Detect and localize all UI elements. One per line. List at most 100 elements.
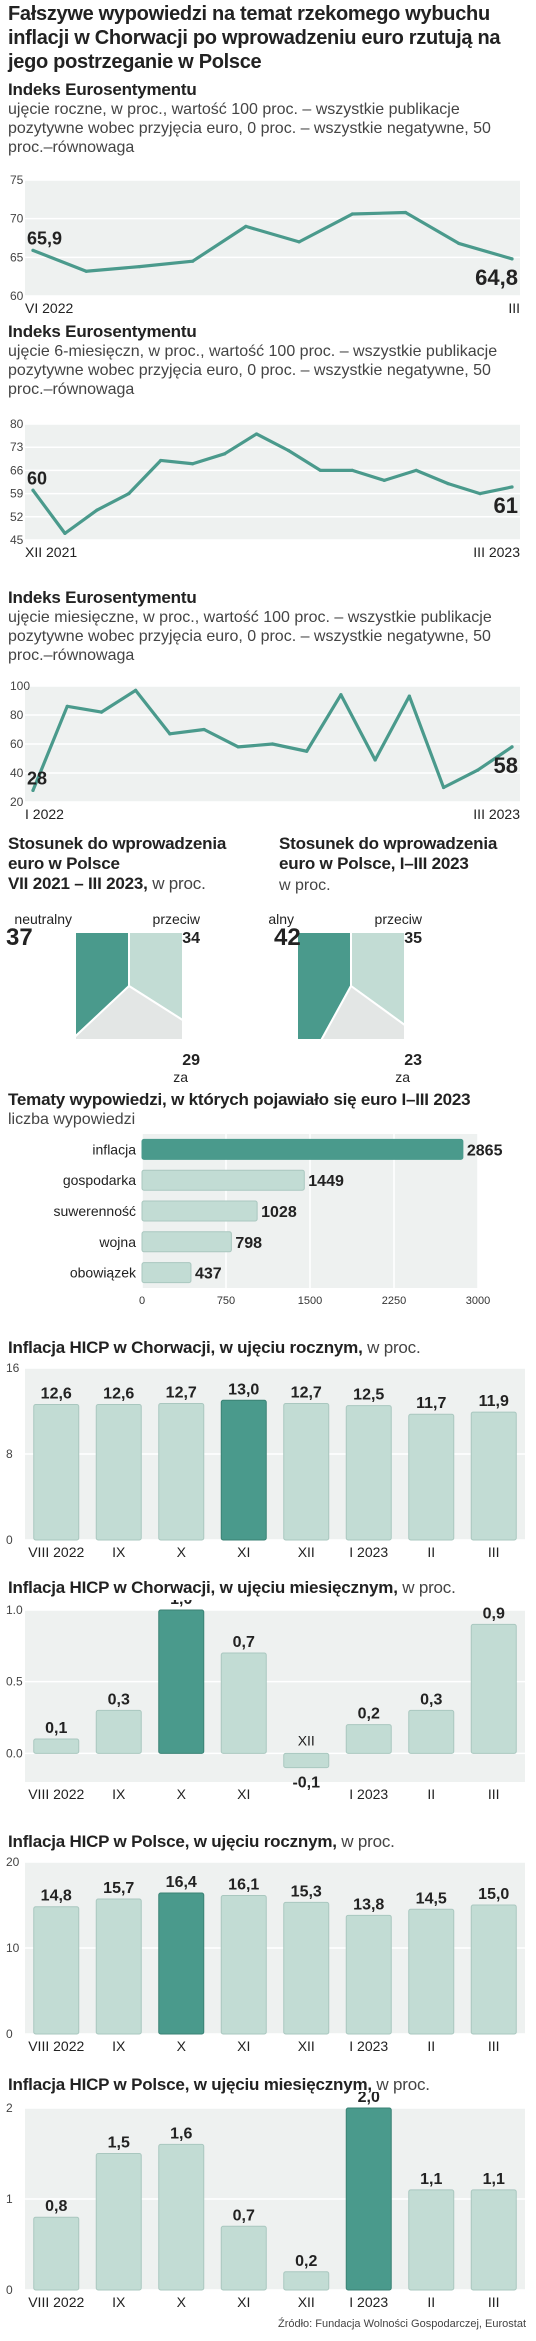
hbar-xtick-label: 1500 bbox=[298, 1295, 322, 1307]
c3-data-point bbox=[270, 742, 275, 746]
p2-value-neutral: 42 bbox=[274, 924, 301, 951]
b4-ytick-label: 2 bbox=[6, 2101, 13, 2115]
b2-bar bbox=[470, 1623, 517, 1754]
c1-plot-bg bbox=[25, 180, 520, 296]
p2-label-neutral: neutralny bbox=[268, 911, 294, 927]
hbar-bar bbox=[141, 1138, 464, 1160]
b4-ytick-label: 0 bbox=[6, 2283, 13, 2297]
c2-data-point bbox=[223, 452, 227, 456]
c2-data-point bbox=[159, 458, 163, 463]
b2-value-label: 0,2 bbox=[358, 1706, 380, 1723]
b2-bar bbox=[33, 1738, 80, 1754]
hbar-xtick-label: 0 bbox=[139, 1295, 145, 1307]
hbar-value-label: 1028 bbox=[261, 1204, 297, 1221]
c3-data-point bbox=[99, 710, 104, 714]
b1-bar bbox=[408, 1413, 455, 1541]
b3-value-label: 13,8 bbox=[353, 1896, 384, 1913]
b3-value-label: 15,3 bbox=[291, 1883, 322, 1900]
b1-bar bbox=[158, 1402, 205, 1541]
c1-first-value-label: 65,9 bbox=[27, 228, 62, 248]
b2-value-label: 0,3 bbox=[420, 1691, 442, 1708]
c2-ytick-label: 66 bbox=[10, 463, 24, 477]
c2-ytick-label: 73 bbox=[10, 440, 24, 454]
b2-bar bbox=[95, 1709, 142, 1754]
p1-value-neutral: 37 bbox=[6, 924, 33, 951]
c3-data-point bbox=[441, 785, 446, 790]
b3-category-label: XII bbox=[298, 2038, 315, 2054]
c2-data-point bbox=[318, 468, 322, 472]
bar3-hicp-poland-annual: 20 10 0 14,8 VIII 2022 15,7 IX 16,4 X 16,1 XI 15,3 X… bbox=[6, 1855, 525, 2054]
b2-category-label: XII bbox=[298, 1732, 315, 1748]
c3-data-point bbox=[339, 693, 343, 697]
b1-category-label: IX bbox=[112, 1544, 126, 1560]
b1-value-label: 12,7 bbox=[166, 1384, 197, 1401]
b1-category-label: III bbox=[488, 1544, 500, 1560]
b1-bar bbox=[345, 1405, 392, 1541]
b2-bar bbox=[220, 1652, 267, 1754]
chart2-eurosentiment-6m: 80 73 66 59 52 45 60 61 XII 2021 III 2023 bbox=[10, 417, 520, 560]
b1-ytick-label: 0 bbox=[6, 1533, 13, 1547]
b4-value-label: 1,6 bbox=[170, 2125, 192, 2142]
c2-data-point bbox=[510, 485, 514, 489]
b3-bar bbox=[220, 1895, 267, 2035]
c1-data-point bbox=[137, 265, 142, 269]
b1-category-label: I 2023 bbox=[349, 1544, 388, 1560]
hbar-topics-chart: 0 750 1500 2250 3000 inflacja 2865 gospodarka 14… bbox=[54, 1134, 503, 1307]
pie2-unit: w proc. bbox=[279, 877, 331, 894]
c1-data-point bbox=[84, 269, 88, 273]
c2-data-point bbox=[95, 508, 99, 512]
b1-ytick-label: 16 bbox=[6, 1361, 20, 1375]
c3-ytick-label: 100 bbox=[10, 679, 30, 693]
b2-category-label: II bbox=[427, 1786, 435, 1802]
chart2-title: Indeks Eurosentymentu bbox=[8, 322, 197, 341]
c2-data-point bbox=[350, 468, 354, 472]
b4-category-label: IX bbox=[112, 2294, 126, 2310]
hbar-category-label: gospodarka bbox=[63, 1172, 136, 1188]
b4-category-label: XII bbox=[298, 2294, 315, 2310]
b3-bar bbox=[345, 1914, 392, 2035]
b2-bar bbox=[345, 1724, 392, 1754]
b2-category-label: X bbox=[177, 1786, 187, 1802]
b3-category-label: X bbox=[177, 2038, 187, 2054]
b4-category-label: II bbox=[427, 2294, 435, 2310]
pie1-title: Stosunek do wprowadzenia euro w Polsce bbox=[8, 834, 227, 873]
c2-data-point bbox=[127, 492, 131, 496]
b4-value-label: 0,7 bbox=[233, 2207, 255, 2224]
b3-bar bbox=[33, 1906, 80, 2035]
source-note: Źródło: Fundacja Wolności Gospodarczej, … bbox=[277, 2318, 526, 2330]
pie2-title: Stosunek do wprowadzenia euro w Polsce, … bbox=[279, 834, 498, 873]
p1-for-slice bbox=[76, 984, 182, 1039]
hbar-category-label: inflacja bbox=[92, 1141, 136, 1157]
c2-data-point bbox=[191, 462, 195, 466]
b2-bar bbox=[158, 1609, 205, 1754]
b3-category-label: XI bbox=[237, 2038, 250, 2054]
b2-ytick-label: 0.5 bbox=[6, 1675, 23, 1689]
hbar-value-label: 2865 bbox=[467, 1142, 503, 1159]
b4-category-label: I 2023 bbox=[349, 2294, 388, 2310]
chart1-title: Indeks Eurosentymentu bbox=[8, 80, 197, 99]
b2-value-label: 0,1 bbox=[45, 1720, 67, 1737]
b1-value-label: 12,6 bbox=[103, 1386, 134, 1403]
c1-series-line bbox=[31, 210, 514, 273]
p2-label-against: przeciw bbox=[375, 911, 423, 927]
c2-data-point bbox=[414, 468, 418, 472]
b4-bar bbox=[95, 2153, 142, 2291]
c2-ytick-label: 45 bbox=[10, 533, 24, 547]
c3-data-point bbox=[373, 758, 377, 762]
bar1-hicp-croatia-annual: 16 8 0 12,6 VIII 2022 12,6 IX 12,7 X 13,0 XI 12,7 XI… bbox=[6, 1361, 525, 1560]
p2-slices bbox=[298, 933, 404, 1039]
chart3-subtitle: ujęcie miesięczne, w proc., wartość 100 … bbox=[8, 609, 492, 664]
b4-bar bbox=[33, 2216, 80, 2291]
b4-value-label: 0,8 bbox=[45, 2198, 67, 2215]
b4-category-label: XI bbox=[237, 2294, 250, 2310]
p2-for-slice bbox=[320, 984, 404, 1039]
c3-data-point bbox=[476, 768, 480, 772]
p2-value-against: 35 bbox=[404, 930, 422, 947]
bar2-title: Inflacja HICP w Chorwacji, w ujęciu mies… bbox=[8, 1578, 456, 1597]
b3-ytick-label: 20 bbox=[6, 1855, 20, 1869]
c3-x-label-end: III 2023 bbox=[473, 806, 520, 822]
hbar-category-label: suwerenność bbox=[54, 1203, 137, 1219]
p1-against-slice bbox=[128, 933, 182, 1021]
c1-data-point bbox=[191, 259, 195, 263]
